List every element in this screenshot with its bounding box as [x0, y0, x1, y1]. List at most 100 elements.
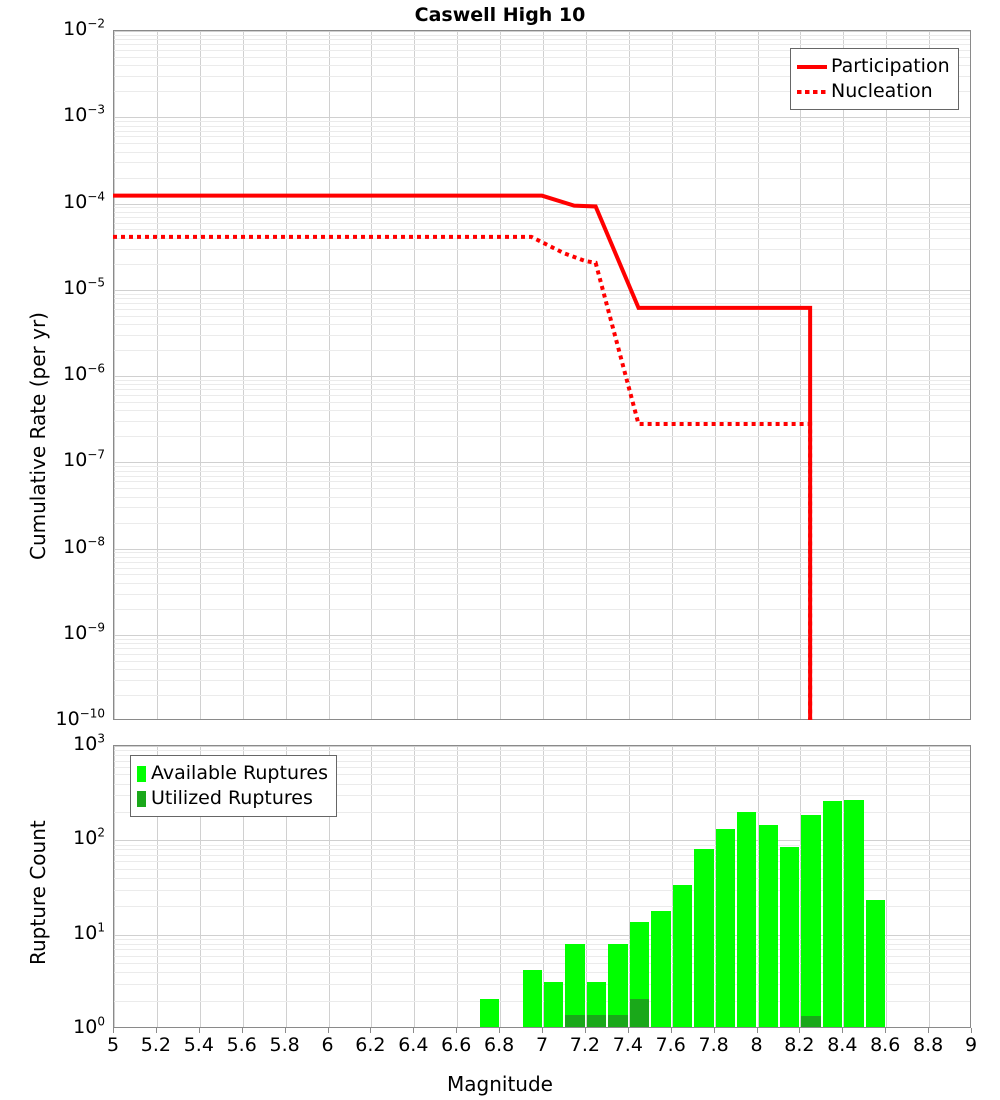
gridline-vertical — [929, 746, 931, 1027]
histogram-bar — [758, 824, 778, 1027]
gridline-vertical — [199, 31, 201, 719]
utilized-ruptures-swatch — [137, 790, 146, 807]
gridline-vertical — [500, 31, 502, 719]
bar-segment-available — [565, 944, 585, 1027]
gridline-horizontal — [114, 844, 970, 846]
y-tick-label: 10−10 — [55, 706, 105, 730]
gridline-horizontal — [114, 289, 970, 291]
histogram-bar — [715, 829, 736, 1027]
y-tick-label: 10−6 — [63, 361, 105, 385]
gridline-horizontal — [114, 462, 970, 464]
gridline-horizontal — [114, 868, 970, 870]
histogram-bar — [779, 847, 800, 1027]
gridline-horizontal — [114, 117, 970, 119]
gridline-horizontal — [114, 854, 970, 856]
x-tick-label: 7.6 — [655, 1034, 686, 1056]
bar-segment-utilized — [565, 1014, 585, 1027]
gridline-horizontal — [114, 315, 970, 317]
gridline-horizontal — [114, 248, 970, 250]
page-title: Caswell High 10 — [414, 4, 586, 26]
gridline-horizontal — [114, 593, 970, 595]
gridline-horizontal — [114, 207, 970, 209]
gridline-horizontal — [114, 475, 970, 477]
y-tick-label: 100 — [73, 1014, 105, 1038]
histogram-bar — [544, 982, 564, 1027]
gridline-vertical — [457, 31, 459, 719]
gridline-horizontal — [114, 76, 970, 78]
legend-item-utilized: Utilized Ruptures — [137, 786, 328, 811]
x-tick-mark — [113, 1028, 114, 1033]
gridline-vertical — [800, 31, 802, 719]
x-tick-mark — [584, 1028, 586, 1033]
gridline-horizontal — [114, 237, 970, 239]
gridline-vertical — [929, 31, 931, 719]
bar-segment-available — [672, 885, 693, 1027]
gridline-horizontal — [114, 811, 970, 813]
x-axis-title: Magnitude — [447, 1072, 553, 1096]
histogram-bar — [608, 944, 628, 1027]
y-tick-label: 10−8 — [63, 534, 105, 558]
gridline-horizontal — [114, 766, 970, 768]
gridline-horizontal — [114, 44, 970, 46]
gridline-horizontal — [114, 653, 970, 655]
gridline-horizontal — [114, 334, 970, 336]
gridline-horizontal — [114, 162, 970, 164]
y-tick-label: 102 — [73, 826, 105, 850]
bar-segment-utilized — [608, 1014, 628, 1027]
gridline-vertical — [714, 31, 716, 719]
gridline-horizontal — [114, 481, 970, 483]
x-tick-mark — [627, 1028, 629, 1033]
gridline-horizontal — [114, 795, 970, 797]
gridline-horizontal — [114, 350, 970, 352]
gridline-horizontal — [114, 934, 970, 936]
x-tick-label: 5.6 — [226, 1034, 257, 1056]
gridline-horizontal — [114, 65, 970, 67]
gridline-horizontal — [114, 376, 970, 377]
gridline-horizontal — [114, 50, 970, 52]
gridline-horizontal — [114, 561, 970, 563]
x-tick-label: 7.2 — [569, 1034, 600, 1056]
x-tick-mark — [198, 1028, 200, 1033]
gridline-horizontal — [114, 638, 970, 640]
gridline-vertical — [800, 746, 802, 1027]
gridline-vertical — [156, 31, 158, 719]
x-tick-mark — [499, 1028, 501, 1033]
x-tick-mark — [670, 1028, 672, 1033]
gridline-horizontal — [114, 955, 970, 957]
bar-segment-available — [758, 824, 778, 1027]
x-tick-mark — [971, 1028, 972, 1033]
gridline-horizontal — [114, 389, 970, 391]
gridline-vertical — [585, 746, 587, 1027]
gridline-horizontal — [114, 983, 970, 985]
histogram-bar — [822, 800, 843, 1027]
gridline-horizontal — [114, 943, 970, 945]
gridline-horizontal — [114, 634, 970, 636]
y-tick-label: 103 — [73, 731, 105, 755]
x-tick-label: 6.8 — [483, 1034, 515, 1056]
gridline-vertical — [843, 746, 845, 1027]
x-tick-mark — [284, 1028, 286, 1033]
legend-item-available: Available Ruptures — [137, 761, 328, 786]
gridline-horizontal — [114, 507, 970, 509]
gridline-horizontal — [114, 151, 970, 153]
x-tick-label: 7.8 — [698, 1034, 729, 1056]
x-tick-mark — [456, 1028, 458, 1033]
gridline-horizontal — [114, 410, 970, 412]
gridline-horizontal — [114, 121, 970, 123]
gridline-horizontal — [114, 324, 970, 326]
gridline-horizontal — [114, 177, 970, 179]
gridline-horizontal — [114, 308, 970, 310]
gridline-horizontal — [114, 31, 970, 32]
gridline-horizontal — [114, 222, 970, 224]
x-tick-label: 8.8 — [912, 1034, 944, 1056]
gridline-horizontal — [114, 608, 970, 610]
y-tick-label: 101 — [73, 920, 105, 944]
x-tick-label: 6.6 — [441, 1034, 472, 1056]
gridline-horizontal — [114, 949, 970, 951]
gridline-vertical — [285, 746, 287, 1027]
bar-segment-available — [544, 982, 564, 1027]
bar-segment-available — [822, 800, 843, 1027]
bar-segment-available — [715, 829, 736, 1027]
gridline-vertical — [114, 31, 115, 719]
